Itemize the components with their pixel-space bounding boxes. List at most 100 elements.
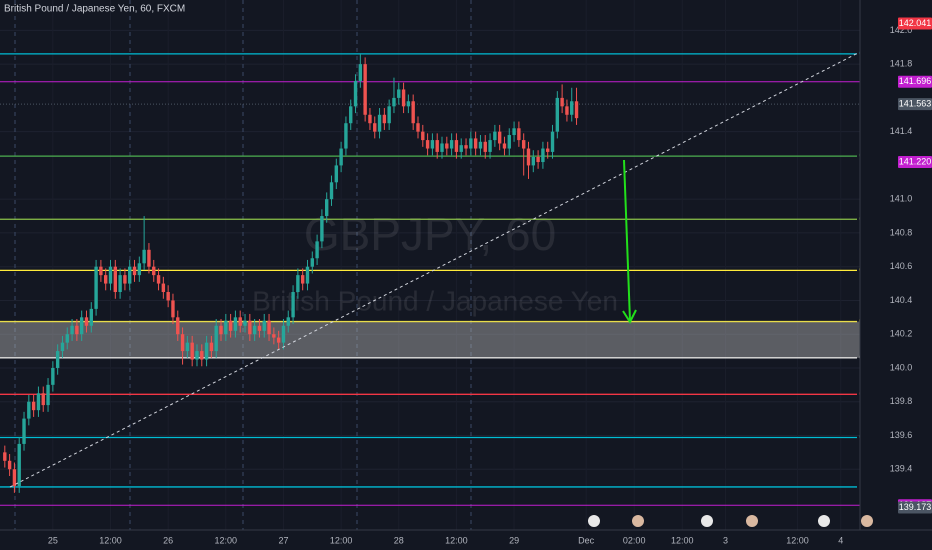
watermark-subtitle: British Pound / Japanese Yen bbox=[252, 285, 618, 316]
candle-body bbox=[103, 275, 108, 284]
candle-body bbox=[195, 351, 199, 360]
candle-body bbox=[171, 300, 175, 318]
candle-body bbox=[248, 320, 252, 335]
candle-body bbox=[161, 283, 166, 293]
candle-body bbox=[281, 325, 286, 343]
candle-body bbox=[166, 292, 170, 301]
y-tick-label: 139.8 bbox=[890, 396, 913, 406]
candle-body bbox=[99, 266, 103, 276]
candle-body bbox=[180, 334, 185, 352]
candle-body bbox=[382, 114, 387, 124]
y-tick-label: 140.2 bbox=[890, 329, 913, 339]
candle-body bbox=[387, 106, 391, 124]
candle-body bbox=[339, 148, 343, 166]
candle-body bbox=[570, 101, 574, 115]
candle-body bbox=[320, 216, 324, 242]
candle-body bbox=[94, 266, 98, 309]
price-tag bbox=[898, 17, 932, 30]
candle-body bbox=[445, 143, 449, 149]
y-tick-label: 139.4 bbox=[890, 464, 913, 474]
target-arrow bbox=[622, 159, 637, 325]
candle-body bbox=[373, 123, 377, 132]
candle-body bbox=[224, 320, 228, 335]
candle-body bbox=[36, 393, 41, 411]
candle-body bbox=[497, 131, 502, 144]
x-tick-label: 12:00 bbox=[330, 535, 353, 545]
x-tick-label: 02:00 bbox=[623, 535, 646, 545]
candle-body bbox=[123, 275, 127, 284]
candle-body bbox=[286, 317, 290, 326]
x-tick-label: Dec bbox=[578, 535, 595, 545]
x-tick-label: 12:00 bbox=[215, 535, 238, 545]
candle-body bbox=[55, 351, 60, 368]
trend-line bbox=[9, 52, 859, 488]
candle-body bbox=[118, 275, 122, 293]
candle-body bbox=[113, 266, 118, 293]
x-tick-label: 29 bbox=[509, 535, 519, 545]
candle-body bbox=[478, 141, 483, 149]
candle-body bbox=[305, 266, 310, 284]
candle-body bbox=[502, 143, 507, 149]
candle-body bbox=[262, 320, 266, 331]
y-tick-label: 141.0 bbox=[890, 194, 913, 204]
price-tag bbox=[898, 98, 932, 111]
candle-body bbox=[27, 401, 31, 419]
price-tag bbox=[898, 75, 932, 88]
candle-body bbox=[60, 342, 65, 352]
candle-body bbox=[276, 337, 281, 343]
candle-body bbox=[22, 418, 26, 444]
y-tick-label: 141.4 bbox=[890, 126, 913, 136]
candle-body bbox=[565, 106, 569, 115]
candle-body bbox=[17, 443, 21, 487]
candle-body bbox=[377, 114, 382, 132]
candle-body bbox=[368, 114, 372, 124]
candle-body bbox=[555, 97, 560, 132]
candle-body bbox=[84, 317, 89, 326]
axes: 142.0 141.8 141.4 141.0 140.8 140.6 140.4 140.2… bbox=[48, 17, 932, 545]
candle-body bbox=[512, 128, 516, 136]
candle-body bbox=[200, 351, 204, 360]
candle-body bbox=[344, 123, 348, 149]
candle-body bbox=[507, 135, 511, 149]
arrow-shaft bbox=[623, 159, 631, 322]
candle-body bbox=[546, 148, 550, 152]
candle-body bbox=[483, 141, 487, 152]
event-icon bbox=[632, 515, 644, 527]
candle-body bbox=[550, 131, 555, 152]
candle-body bbox=[329, 182, 334, 200]
price-axis bbox=[860, 0, 932, 550]
x-tick-label: 12:00 bbox=[786, 535, 809, 545]
candle-body bbox=[142, 249, 146, 264]
candle-body bbox=[79, 317, 84, 335]
event-icon bbox=[861, 515, 873, 527]
y-tick-label: 140.0 bbox=[890, 362, 913, 372]
chart-title: British Pound / Japanese Yen, 60, FXCM bbox=[4, 4, 185, 15]
price-tag-label: 141.220 bbox=[899, 156, 932, 166]
candle-body bbox=[488, 140, 492, 152]
x-tick-label: 25 bbox=[48, 535, 58, 545]
candle-body bbox=[469, 138, 473, 149]
candle-body bbox=[51, 367, 55, 385]
candle-body bbox=[531, 156, 535, 166]
price-tag bbox=[898, 501, 932, 514]
event-icon bbox=[818, 515, 830, 527]
price-tag-label: 141.563 bbox=[899, 99, 932, 109]
candle-body bbox=[425, 140, 430, 149]
candle-body bbox=[310, 258, 314, 267]
candle-body bbox=[190, 342, 194, 360]
candle-body bbox=[228, 320, 233, 331]
watermark: GBPJPY, 60 bbox=[304, 208, 556, 260]
candle-body bbox=[325, 199, 329, 217]
candle-body bbox=[214, 325, 218, 352]
x-tick-label: 3 bbox=[723, 535, 728, 545]
candle-body bbox=[334, 165, 339, 183]
candle-body bbox=[296, 275, 300, 293]
y-tick-label: 142.0 bbox=[890, 25, 913, 35]
candle-body bbox=[300, 275, 305, 284]
candle-body bbox=[358, 64, 363, 82]
candle-body bbox=[435, 140, 439, 152]
candle-body bbox=[152, 266, 156, 276]
candle-body bbox=[517, 128, 521, 141]
